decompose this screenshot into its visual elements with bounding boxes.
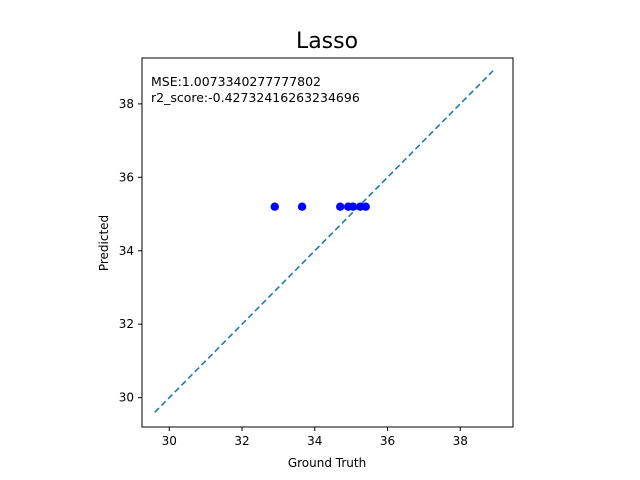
y-tick-label: 36 [119, 170, 134, 184]
data-point [336, 202, 345, 211]
x-tick-label: 36 [380, 434, 395, 448]
data-point [270, 202, 279, 211]
reference-line [154, 70, 494, 413]
y-axis-label: Predicted [97, 215, 111, 271]
x-tick-label: 30 [162, 434, 177, 448]
r2-score-annotation: r2_score:-0.42732416263234696 [151, 90, 360, 105]
y-tick-label: 34 [119, 244, 134, 258]
x-tick-label: 32 [234, 434, 249, 448]
y-tick-label: 30 [119, 391, 134, 405]
mse-annotation: MSE:1.0073340277777802 [151, 74, 321, 89]
x-axis-label: Ground Truth [288, 456, 366, 470]
y-tick-label: 32 [119, 317, 134, 331]
data-point [297, 202, 307, 211]
chart-title: Lasso [296, 29, 358, 54]
x-tick-label: 34 [307, 434, 322, 448]
x-tick-label: 38 [453, 434, 468, 448]
data-point [361, 202, 370, 211]
data-point [348, 202, 358, 211]
y-tick-label: 38 [119, 97, 134, 111]
plot-frame [141, 57, 514, 428]
